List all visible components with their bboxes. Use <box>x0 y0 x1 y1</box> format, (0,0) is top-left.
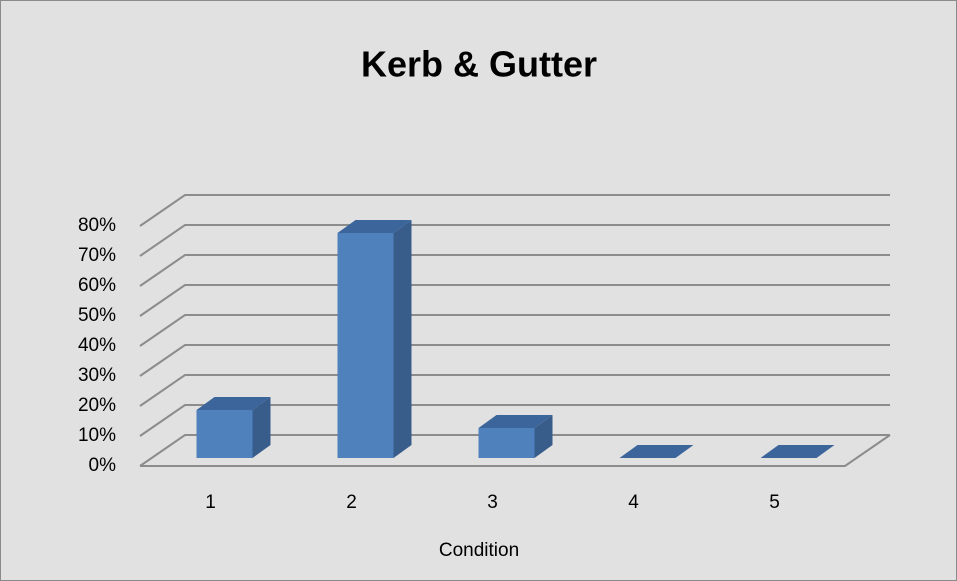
bar-top <box>196 397 271 410</box>
bar-front <box>196 410 253 458</box>
x-tick-label: 5 <box>769 492 780 513</box>
y-tick-label: 60% <box>78 275 116 296</box>
bar-top <box>337 220 412 233</box>
y-tick-label: 40% <box>78 335 116 356</box>
y-tick-label: 80% <box>78 215 116 236</box>
grid-line <box>139 404 890 437</box>
y-tick-label: 20% <box>78 395 116 416</box>
bar-top <box>478 415 553 428</box>
grid-line <box>139 344 890 377</box>
grid-line <box>139 314 890 347</box>
y-tick-label: 0% <box>89 455 117 476</box>
y-tick-label: 10% <box>78 425 116 446</box>
bar-side <box>534 415 553 458</box>
bar-front <box>478 428 535 458</box>
y-tick-label: 30% <box>78 365 116 386</box>
floor-edge <box>140 434 891 467</box>
bar-side <box>252 397 271 458</box>
grid-line <box>139 254 890 287</box>
x-tick-label: 4 <box>628 492 639 513</box>
y-tick-label: 70% <box>78 245 116 266</box>
x-tick-label: 1 <box>205 492 216 513</box>
y-tick-label: 50% <box>78 305 116 326</box>
bar-side <box>393 220 412 458</box>
grid-line <box>139 434 890 467</box>
bar-top <box>619 445 694 458</box>
bar-front <box>337 233 394 458</box>
x-axis-label: Condition <box>439 540 519 561</box>
grid-line <box>139 194 890 227</box>
grid-line <box>139 284 890 317</box>
grid-line <box>139 224 890 257</box>
x-tick-label: 3 <box>487 492 498 513</box>
bar-top <box>760 445 835 458</box>
chart-title: Kerb & Gutter <box>361 44 597 85</box>
grid-line <box>139 374 890 407</box>
x-tick-label: 2 <box>346 492 357 513</box>
